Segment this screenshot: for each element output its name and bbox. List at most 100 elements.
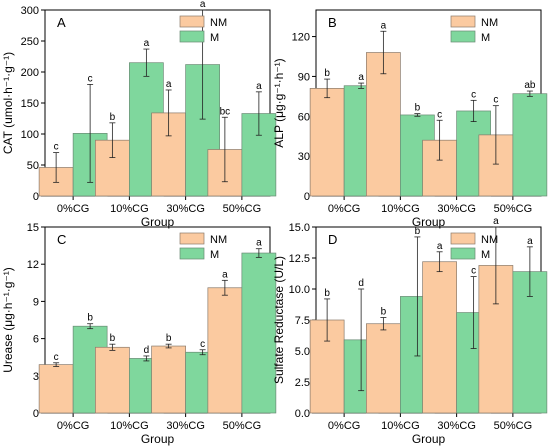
significance-letter: b	[415, 103, 421, 114]
panel-d: 0.0 2.5 5.0 7.5 10.0 12.5 15.0 Sulfate Reductas…	[272, 216, 548, 446]
bar-nm	[38, 364, 74, 414]
significance-letter: d	[144, 345, 150, 356]
y-tick-label: 90	[298, 71, 310, 83]
significance-letter: a	[527, 236, 533, 247]
x-tick-label: 10%CG	[110, 420, 149, 432]
significance-letter: a	[200, 0, 206, 10]
bar-m	[241, 252, 277, 414]
y-tick-label: 150	[21, 98, 39, 110]
significance-letter: a	[166, 79, 172, 90]
bar-nm	[151, 345, 186, 414]
x-tick-label: 50%CG	[494, 420, 533, 432]
significance-letter: c	[88, 73, 93, 84]
significance-letter: a	[493, 216, 499, 227]
x-tick-label: 10%CG	[381, 203, 420, 215]
panel-a: 0 50 100 150 200 250 300 CAT (umol·h⁻¹·g⁻¹) 0%CG…	[1, 0, 277, 229]
x-axis-label: Group	[412, 215, 446, 229]
significance-letter: a	[222, 269, 228, 280]
y-tick-label: 50	[27, 160, 39, 172]
y-tick-label: 12	[27, 259, 39, 271]
x-tick-label: 50%CG	[223, 203, 262, 215]
significance-letter: a	[358, 72, 364, 83]
legend-swatch-nm	[450, 232, 476, 245]
significance-letter: c	[200, 339, 205, 350]
legend-label-nm: NM	[481, 234, 498, 246]
y-tick-label: 5.0	[295, 346, 310, 358]
significance-letter: b	[381, 307, 387, 318]
legend-swatch-m	[450, 247, 476, 260]
legend-swatch-nm	[179, 15, 205, 28]
y-tick-label: 15.0	[289, 222, 310, 234]
significance-letter: b	[166, 333, 172, 344]
y-tick-label: 9	[33, 296, 39, 308]
legend-label-nm: NM	[210, 234, 227, 246]
significance-letter: b	[324, 68, 330, 79]
significance-letter: b	[110, 333, 116, 344]
significance-letter: a	[381, 20, 387, 31]
x-axis-label: Group	[141, 215, 175, 229]
bar-nm	[422, 261, 457, 414]
significance-letter: b	[324, 288, 330, 299]
panel-letter: A	[57, 15, 66, 30]
panel-b: 0 30 60 90 120 ALP (μg·g⁻¹·h⁻¹) 0%CG b a 10%CG a b 3…	[272, 9, 548, 229]
legend-label-m: M	[210, 32, 219, 44]
bar-nm	[95, 346, 130, 414]
significance-letter: c	[54, 352, 59, 363]
y-tick-label: 250	[21, 36, 39, 48]
y-tick-label: 200	[21, 67, 39, 79]
x-axis-label: Group	[412, 432, 446, 446]
y-tick-label: 0	[304, 191, 310, 203]
panel-c: 0 3 6 9 12 15 Urease (μg·h⁻¹·g⁻¹) 0%CG c b 10%CG b d…	[1, 222, 277, 446]
x-axis-label: Group	[141, 432, 175, 446]
significance-letter: c	[471, 89, 476, 100]
legend-label-m: M	[481, 32, 490, 44]
x-tick-label: 10%CG	[381, 420, 420, 432]
significance-letter: b	[110, 112, 116, 123]
significance-letter: bc	[220, 106, 231, 117]
y-tick-label: 120	[292, 32, 310, 44]
y-tick-label: 60	[298, 111, 310, 123]
bar-nm	[207, 287, 243, 414]
x-tick-label: 0%CG	[57, 420, 89, 432]
y-tick-label: 10.0	[289, 284, 310, 296]
y-tick-label: 0.0	[295, 408, 310, 420]
x-tick-label: 30%CG	[166, 203, 205, 215]
x-tick-label: 0%CG	[328, 420, 360, 432]
significance-letter: d	[358, 278, 364, 289]
significance-letter: a	[144, 38, 150, 49]
significance-letter: c	[54, 142, 59, 153]
y-tick-label: 3	[33, 371, 39, 383]
y-tick-label: 2.5	[295, 377, 310, 389]
significance-letter: b	[415, 226, 421, 237]
legend-label-nm: NM	[481, 17, 498, 29]
x-tick-label: 30%CG	[166, 420, 205, 432]
y-tick-label: 30	[298, 151, 310, 163]
significance-letter: c	[437, 109, 442, 120]
legend-label-nm: NM	[210, 17, 227, 29]
significance-letter: a	[437, 241, 443, 252]
y-tick-label: 6	[33, 334, 39, 346]
x-tick-label: 0%CG	[328, 203, 360, 215]
x-tick-label: 0%CG	[57, 203, 89, 215]
legend-swatch-m	[179, 30, 205, 43]
bar-nm	[309, 88, 345, 197]
y-tick-label: 0	[33, 408, 39, 420]
significance-letter: a	[256, 238, 262, 249]
panel-letter: B	[328, 15, 337, 30]
significance-letter: b	[87, 313, 93, 324]
y-tick-label: 7.5	[295, 315, 310, 327]
y-tick-label: 15	[27, 222, 39, 234]
y-axis-label: Sulfate Reductase (U/L)	[272, 256, 286, 384]
y-axis-label: ALP (μg·g⁻¹·h⁻¹)	[272, 58, 286, 147]
x-tick-label: 30%CG	[437, 203, 476, 215]
y-tick-label: 12.5	[289, 253, 310, 265]
legend-swatch-nm	[450, 15, 476, 28]
panel-letter: D	[328, 232, 337, 247]
significance-letter: a	[256, 81, 262, 92]
significance-letter: c	[493, 95, 498, 106]
x-tick-label: 30%CG	[437, 420, 476, 432]
legend-swatch-nm	[179, 232, 205, 245]
legend-swatch-m	[179, 247, 205, 260]
x-tick-label: 50%CG	[223, 420, 262, 432]
